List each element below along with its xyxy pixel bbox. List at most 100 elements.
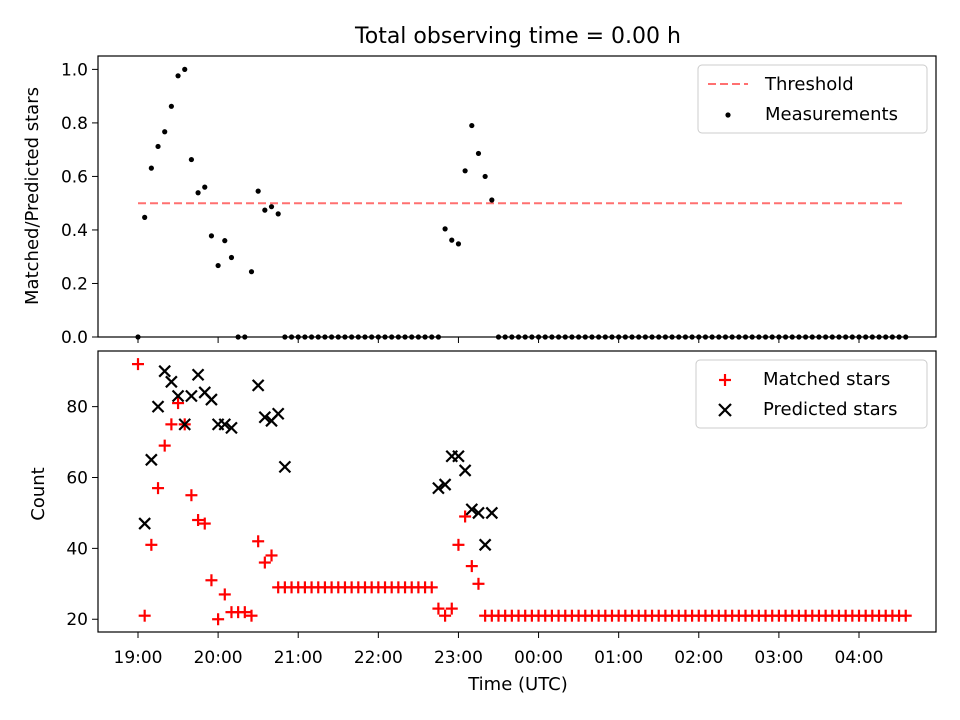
ratio-panel: 0.0 0.2 0.4 0.6 0.8 1.0 Matched/Predicted sta…	[22, 55, 937, 348]
predicted-star-marker	[251, 379, 265, 392]
predicted-star-marker	[138, 517, 151, 530]
ratio-x-ticks	[137, 337, 860, 343]
count-y-axis-label: Count	[28, 467, 49, 520]
matched-star-marker	[158, 439, 171, 452]
ratio-y-tick-label: 0.8	[61, 114, 88, 134]
matched-star-marker	[452, 538, 465, 551]
count-y-ticks: 20 40 60 80	[66, 398, 98, 630]
count-x-tick-label: 20:00	[194, 648, 243, 668]
measurement-point	[208, 233, 215, 239]
predicted-star-marker	[432, 481, 445, 495]
measurement-point	[455, 241, 462, 247]
ratio-legend: Threshold Measurements	[697, 64, 928, 134]
measurement-point	[182, 66, 188, 72]
measurement-point	[215, 262, 221, 269]
ratio-y-tick-label: 0.2	[61, 274, 88, 294]
matched-star-marker	[459, 510, 472, 523]
count-x-tick-label: 00:00	[514, 648, 563, 668]
predicted-star-marker	[218, 418, 232, 431]
matched-star-marker	[899, 609, 912, 622]
matched-star-marker	[145, 538, 158, 551]
predicted-star-marker	[472, 506, 485, 520]
count-legend-box	[695, 359, 928, 429]
count-x-tick-label: 01:00	[594, 648, 643, 668]
predicted-star-marker	[185, 389, 198, 403]
matched-star-marker	[165, 418, 178, 431]
predicted-star-marker	[165, 375, 178, 389]
measurement-point	[175, 73, 181, 79]
predicted-star-marker	[278, 460, 292, 474]
threshold-legend-label: Threshold	[764, 74, 854, 95]
measurement-point	[475, 150, 482, 157]
matched-star-marker	[218, 588, 231, 601]
matched-star-marker	[252, 535, 265, 548]
count-x-ticks: 19:00 20:00 21:00 22:00 23:00 00:00 01:00 02:00…	[114, 632, 884, 668]
measurement-point	[268, 204, 275, 210]
measurement-point	[262, 207, 268, 213]
matched-star-marker	[152, 482, 165, 495]
count-x-tick-label: 02:00	[674, 648, 723, 668]
predicted-legend-label: Predicted stars	[763, 399, 897, 420]
matched-star-marker	[245, 609, 258, 622]
matched-star-marker	[172, 397, 185, 410]
predicted-star-marker	[171, 389, 185, 403]
predicted-star-marker	[158, 364, 171, 378]
ratio-legend-box	[697, 64, 928, 134]
ratio-axes-frame	[97, 55, 937, 338]
measurement-point	[442, 226, 448, 232]
measurement-point	[188, 156, 195, 163]
measurements-legend-label: Measurements	[765, 104, 898, 125]
count-panel: 20 40 60 80 19:00 20:00 21:00 22:00 23:00 00:00 0…	[28, 350, 937, 695]
measurement-point	[148, 165, 154, 171]
measurement-point	[248, 269, 255, 275]
matched-legend-label: Matched stars	[763, 369, 890, 390]
matched-star-marker	[185, 489, 198, 502]
matched-star-marker	[198, 517, 211, 530]
count-x-tick-label: 19:00	[114, 648, 163, 668]
matched-star-marker	[138, 609, 151, 622]
matched-star-marker	[238, 606, 251, 619]
measurement-point	[195, 190, 201, 196]
matched-star-marker	[192, 514, 205, 527]
measurement-point	[489, 197, 495, 203]
measurement-point	[168, 103, 174, 109]
count-y-tick-label: 60	[66, 469, 88, 489]
predicted-star-marker	[478, 538, 492, 552]
count-x-tick-label: 21:00	[274, 648, 323, 668]
predicted-star-marker	[151, 400, 165, 413]
predicted-stars-points	[138, 364, 499, 552]
measurement-point	[482, 173, 488, 180]
measurement-point	[449, 237, 455, 243]
measurement-point	[162, 129, 168, 135]
count-x-tick-label: 03:00	[754, 648, 803, 668]
predicted-star-marker	[225, 421, 238, 435]
matched-legend-swatch	[719, 374, 731, 386]
measurement-point	[222, 238, 228, 244]
chart-title: Total observing time = 0.00 h	[354, 24, 681, 49]
count-y-tick-label: 40	[66, 539, 88, 559]
count-x-tick-label: 23:00	[434, 648, 483, 668]
measurement-point	[142, 214, 148, 220]
matched-star-marker	[205, 574, 218, 587]
predicted-star-marker	[458, 464, 472, 477]
predicted-star-marker	[271, 407, 285, 420]
predicted-star-marker	[178, 418, 192, 431]
matched-star-marker	[425, 581, 438, 594]
measurement-point	[202, 184, 208, 190]
ratio-y-tick-label: 0.4	[61, 221, 88, 241]
matched-star-marker	[439, 609, 452, 622]
count-x-tick-label: 04:00	[835, 648, 884, 668]
matched-star-marker	[472, 577, 485, 590]
count-y-tick-label: 80	[66, 398, 88, 418]
predicted-star-marker	[145, 453, 158, 467]
count-y-tick-label: 20	[66, 610, 88, 630]
matched-star-marker	[445, 602, 458, 615]
matched-star-marker	[465, 560, 478, 573]
predicted-star-marker	[191, 368, 205, 382]
measurement-point	[155, 143, 161, 150]
x-axis-label: Time (UTC)	[467, 674, 568, 695]
predicted-star-marker	[205, 393, 218, 406]
predicted-star-marker	[485, 506, 499, 520]
measurement-point	[275, 211, 281, 217]
